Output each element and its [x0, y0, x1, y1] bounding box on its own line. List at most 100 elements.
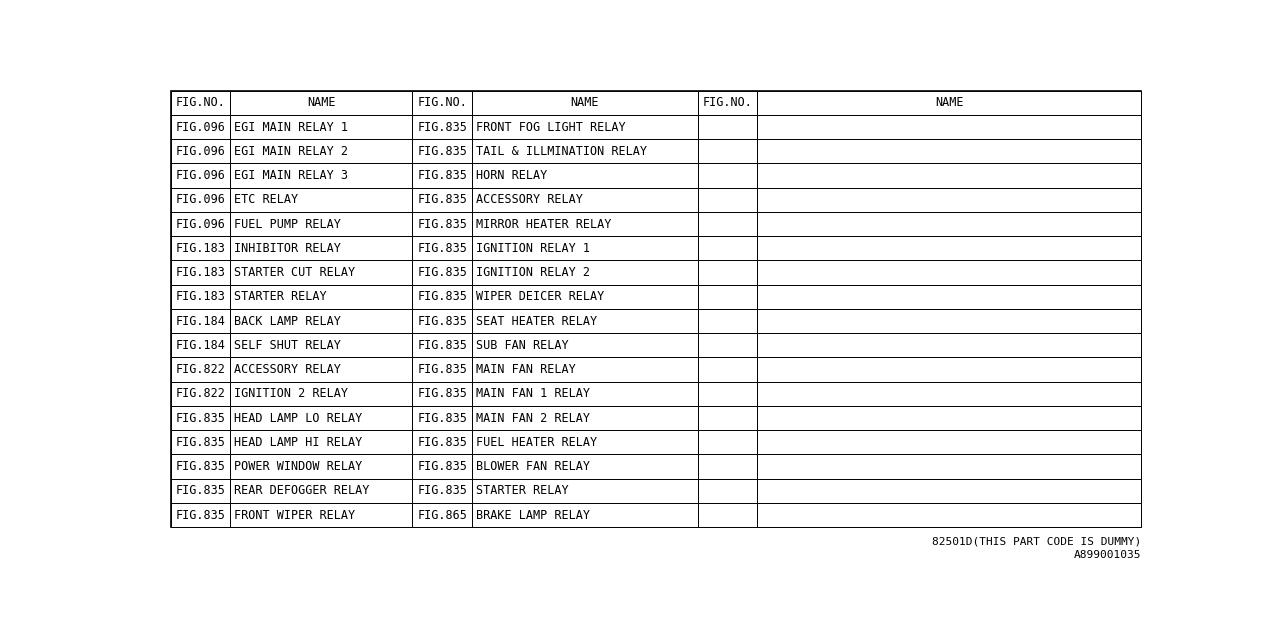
Text: FIG.835: FIG.835	[417, 339, 467, 352]
Bar	[170, 115, 230, 139]
Text: FIG.835: FIG.835	[417, 193, 467, 206]
Bar	[412, 309, 472, 333]
Text: FIG.822: FIG.822	[175, 363, 225, 376]
Text: STARTER RELAY: STARTER RELAY	[234, 291, 326, 303]
Bar	[170, 454, 230, 479]
Bar	[230, 139, 412, 163]
Text: FIG.096: FIG.096	[175, 169, 225, 182]
Text: BRAKE LAMP RELAY: BRAKE LAMP RELAY	[476, 509, 590, 522]
Text: EGI MAIN RELAY 1: EGI MAIN RELAY 1	[234, 120, 348, 134]
Bar	[412, 139, 472, 163]
Text: FIG.835: FIG.835	[417, 412, 467, 424]
Bar	[230, 333, 412, 358]
Text: FUEL PUMP RELAY: FUEL PUMP RELAY	[234, 218, 340, 230]
Text: ETC RELAY: ETC RELAY	[234, 193, 298, 206]
Bar	[230, 309, 412, 333]
Bar	[412, 406, 472, 430]
Bar	[170, 430, 230, 454]
Text: FIG.835: FIG.835	[175, 509, 225, 522]
Bar	[230, 358, 412, 381]
Text: 82501D(THIS PART CODE IS DUMMY): 82501D(THIS PART CODE IS DUMMY)	[932, 536, 1142, 547]
Text: FIG.096: FIG.096	[175, 145, 225, 158]
Bar	[170, 406, 230, 430]
Bar	[472, 309, 698, 333]
Bar	[472, 236, 698, 260]
Text: HORN RELAY: HORN RELAY	[476, 169, 547, 182]
Bar	[170, 188, 230, 212]
Text: FUEL HEATER RELAY: FUEL HEATER RELAY	[476, 436, 596, 449]
Bar	[756, 236, 1142, 260]
Bar	[472, 358, 698, 381]
Text: FIG.096: FIG.096	[175, 120, 225, 134]
Bar	[472, 212, 698, 236]
Bar	[170, 163, 230, 188]
Bar	[472, 188, 698, 212]
Bar	[472, 163, 698, 188]
Text: FIG.835: FIG.835	[417, 387, 467, 401]
Text: NAME: NAME	[571, 96, 599, 109]
Text: FIG.183: FIG.183	[175, 242, 225, 255]
Bar	[472, 430, 698, 454]
Bar	[698, 406, 756, 430]
Bar	[472, 503, 698, 527]
Text: IGNITION RELAY 1: IGNITION RELAY 1	[476, 242, 590, 255]
Bar	[698, 139, 756, 163]
Text: FIG.NO.: FIG.NO.	[417, 96, 467, 109]
Text: MAIN FAN 2 RELAY: MAIN FAN 2 RELAY	[476, 412, 590, 424]
Bar	[698, 115, 756, 139]
Text: FIG.835: FIG.835	[175, 412, 225, 424]
Bar	[230, 503, 412, 527]
Text: IGNITION RELAY 2: IGNITION RELAY 2	[476, 266, 590, 279]
Bar	[472, 406, 698, 430]
Bar	[230, 285, 412, 309]
Text: FIG.096: FIG.096	[175, 218, 225, 230]
Bar	[412, 333, 472, 358]
Text: FIG.835: FIG.835	[417, 242, 467, 255]
Bar	[170, 91, 1142, 527]
Text: FIG.835: FIG.835	[417, 291, 467, 303]
Text: EGI MAIN RELAY 3: EGI MAIN RELAY 3	[234, 169, 348, 182]
Bar	[472, 381, 698, 406]
Bar	[230, 479, 412, 503]
Text: FIG.822: FIG.822	[175, 387, 225, 401]
Bar	[412, 430, 472, 454]
Bar	[230, 115, 412, 139]
Bar	[412, 91, 472, 115]
Bar	[412, 260, 472, 285]
Text: INHIBITOR RELAY: INHIBITOR RELAY	[234, 242, 340, 255]
Text: TAIL & ILLMINATION RELAY: TAIL & ILLMINATION RELAY	[476, 145, 646, 158]
Bar	[170, 139, 230, 163]
Bar	[756, 309, 1142, 333]
Bar	[756, 212, 1142, 236]
Bar	[756, 91, 1142, 115]
Text: ACCESSORY RELAY: ACCESSORY RELAY	[234, 363, 340, 376]
Bar	[412, 212, 472, 236]
Bar	[170, 358, 230, 381]
Bar	[756, 333, 1142, 358]
Bar	[170, 236, 230, 260]
Bar	[756, 503, 1142, 527]
Text: SEAT HEATER RELAY: SEAT HEATER RELAY	[476, 315, 596, 328]
Text: NAME: NAME	[934, 96, 964, 109]
Text: FRONT FOG LIGHT RELAY: FRONT FOG LIGHT RELAY	[476, 120, 626, 134]
Bar	[472, 260, 698, 285]
Bar	[698, 91, 756, 115]
Bar	[412, 358, 472, 381]
Text: HEAD LAMP HI RELAY: HEAD LAMP HI RELAY	[234, 436, 362, 449]
Text: FIG.835: FIG.835	[417, 218, 467, 230]
Text: FIG.NO.: FIG.NO.	[703, 96, 753, 109]
Text: REAR DEFOGGER RELAY: REAR DEFOGGER RELAY	[234, 484, 370, 497]
Bar	[472, 139, 698, 163]
Text: STARTER RELAY: STARTER RELAY	[476, 484, 568, 497]
Bar	[698, 260, 756, 285]
Bar	[412, 479, 472, 503]
Bar	[756, 163, 1142, 188]
Bar	[472, 454, 698, 479]
Bar	[170, 381, 230, 406]
Text: STARTER CUT RELAY: STARTER CUT RELAY	[234, 266, 356, 279]
Bar	[412, 236, 472, 260]
Bar	[698, 358, 756, 381]
Text: ACCESSORY RELAY: ACCESSORY RELAY	[476, 193, 582, 206]
Bar	[756, 454, 1142, 479]
Bar	[230, 188, 412, 212]
